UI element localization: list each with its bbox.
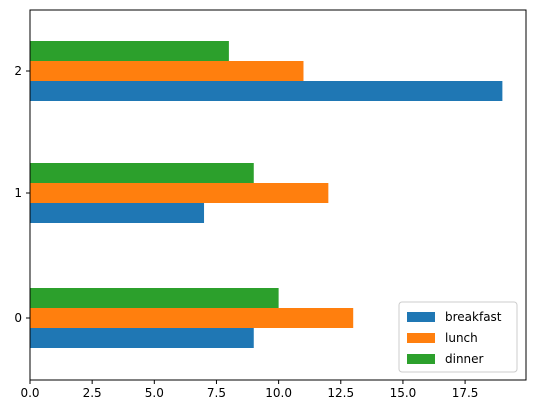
legend-label-breakfast: breakfast [445, 310, 502, 324]
x-tick-label: 2.5 [83, 386, 102, 400]
x-tick-label: 15.0 [390, 386, 417, 400]
y-tick-label: 1 [14, 186, 22, 200]
x-tick-label: 12.5 [327, 386, 354, 400]
x-tick-label: 10.0 [265, 386, 292, 400]
y-tick-label: 0 [14, 311, 22, 325]
x-tick-label: 5.0 [145, 386, 164, 400]
x-axis: 0.0 2.5 5.0 7.5 10.0 12.5 15.0 17.5 [20, 380, 478, 400]
bars-layer [30, 41, 503, 348]
bar-breakfast-1 [30, 203, 205, 223]
bar-dinner-2 [30, 41, 229, 61]
legend-swatch-dinner [407, 354, 435, 364]
bar-lunch-0 [30, 308, 354, 328]
x-tick-label: 7.5 [207, 386, 226, 400]
legend-label-lunch: lunch [445, 331, 478, 345]
y-axis: 0 1 2 [14, 64, 30, 325]
legend-label-dinner: dinner [445, 352, 484, 366]
bar-breakfast-0 [30, 328, 254, 348]
bar-dinner-0 [30, 288, 279, 308]
plot-area-frame [29, 9, 527, 381]
legend-swatch-breakfast [407, 312, 435, 322]
bar-breakfast-2 [30, 81, 503, 101]
legend: breakfast lunch dinner [398, 301, 518, 373]
bar-lunch-1 [30, 183, 329, 203]
x-tick-label: 0.0 [20, 386, 39, 400]
bar-dinner-1 [30, 163, 254, 183]
y-tick-label: 2 [14, 64, 22, 78]
legend-swatch-lunch [407, 333, 435, 343]
x-tick-label: 17.5 [452, 386, 479, 400]
bar-lunch-2 [30, 61, 304, 81]
